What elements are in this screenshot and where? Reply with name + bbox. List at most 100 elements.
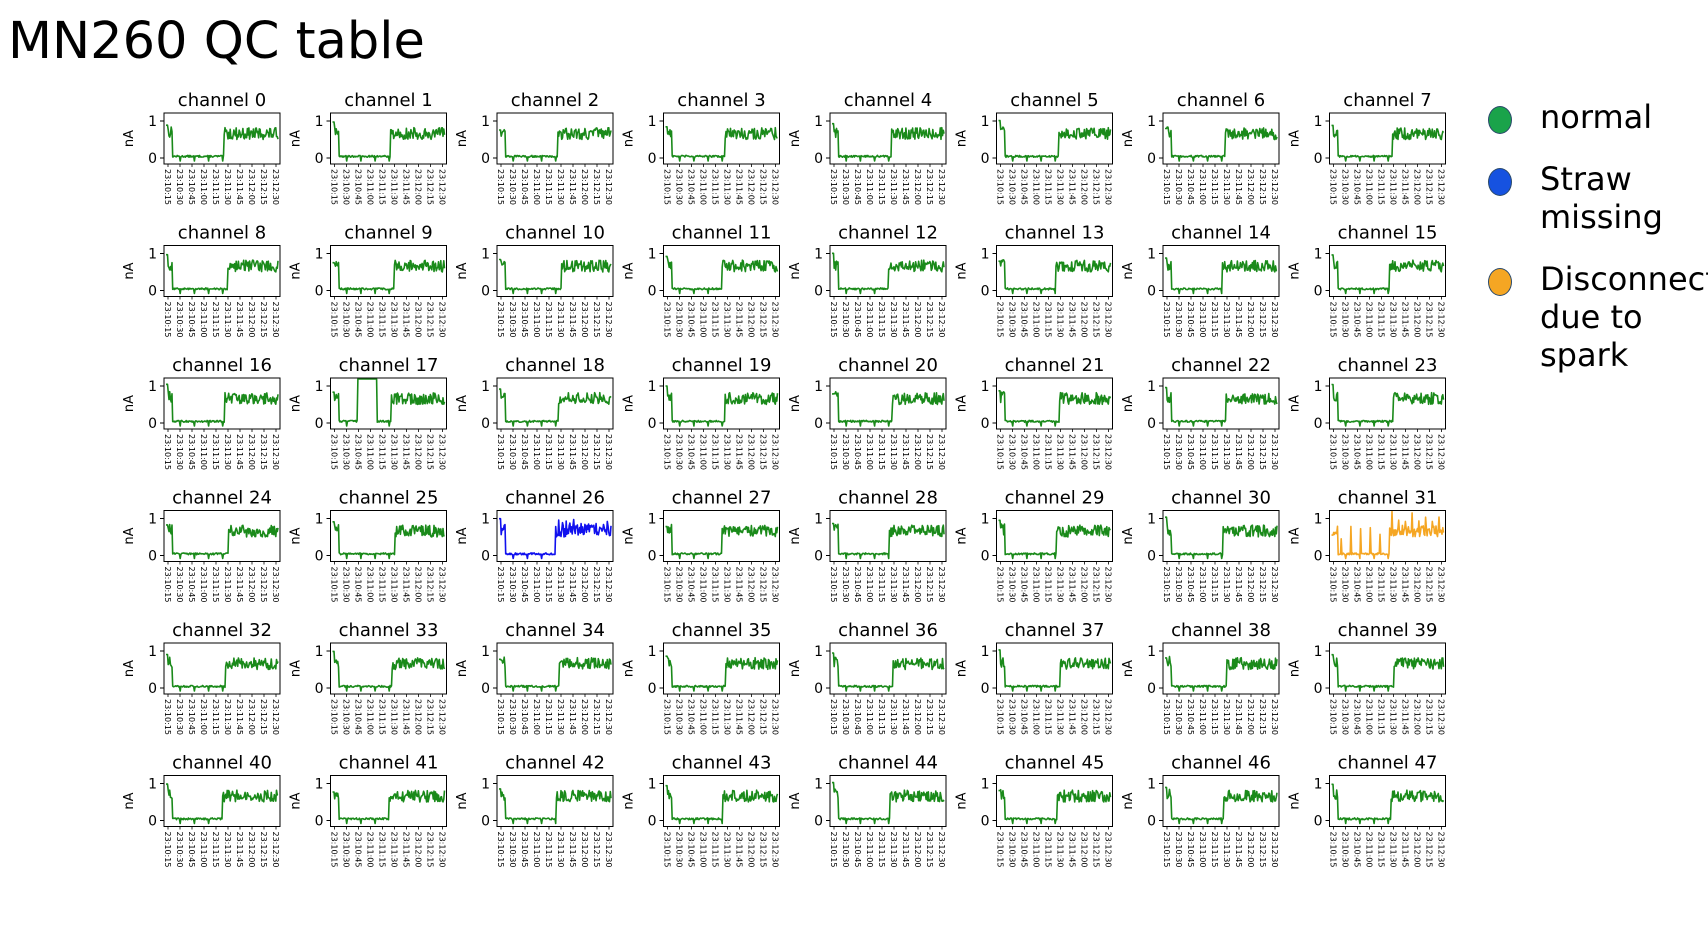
panel-title: channel 26	[505, 488, 605, 509]
x-tick-label: 23:11:15	[711, 699, 720, 735]
x-tick-label: 23:10:15	[163, 434, 172, 470]
x-tick-label: 23:10:30	[508, 699, 517, 735]
x-tick-label: 23:12:15	[426, 832, 435, 868]
x-tick-label: 23:12:15	[1425, 169, 1434, 205]
x-tick-label: 23:11:45	[1234, 832, 1243, 868]
y-tick-label: 0	[315, 681, 324, 697]
x-tick-label: 23:11:15	[544, 832, 553, 868]
x-tick-label: 23:11:45	[235, 302, 244, 338]
x-tick-label: 23:12:15	[1092, 169, 1101, 205]
x-tick-label: 23:12:15	[426, 567, 435, 603]
signal-line	[165, 783, 279, 825]
y-axis-label: nA	[622, 660, 637, 677]
y-tick-label: 1	[481, 379, 490, 395]
x-tick-label: 23:12:00	[414, 699, 423, 735]
signal-line	[1164, 655, 1278, 692]
x-tick-label: 23:11:15	[544, 169, 553, 205]
x-tick-label: 23:11:00	[366, 302, 375, 338]
x-tick-label: 23:11:15	[378, 434, 387, 470]
x-tick-label: 23:12:00	[1246, 832, 1255, 868]
x-tick-label: 23:11:45	[1401, 699, 1410, 735]
y-tick-label: 1	[315, 777, 324, 793]
signal-line	[1164, 516, 1278, 560]
plot-frame	[663, 510, 780, 562]
x-tick-label: 23:11:00	[865, 302, 874, 338]
x-tick-label: 23:12:30	[271, 169, 280, 205]
panel-title: channel 4	[844, 90, 932, 111]
x-tick-label: 23:12:00	[1413, 699, 1422, 735]
x-tick-label: 23:11:00	[1365, 434, 1374, 470]
x-tick-label: 23:12:00	[414, 169, 423, 205]
x-tick-label: 23:11:00	[1198, 832, 1207, 868]
panel-title: channel 3	[677, 90, 765, 111]
x-tick-label: 23:11:45	[402, 302, 411, 338]
x-tick-label: 23:10:15	[663, 169, 672, 205]
x-tick-label: 23:10:30	[342, 302, 351, 338]
x-tick-label: 23:11:45	[901, 567, 910, 603]
y-tick-label: 1	[315, 247, 324, 263]
legend-item-spark: Disconnect due to spark	[1488, 260, 1708, 374]
x-tick-label: 23:12:30	[438, 169, 447, 205]
x-tick-label: 23:10:15	[1329, 434, 1338, 470]
y-tick-label: 1	[648, 777, 657, 793]
x-tick-label: 23:11:30	[1389, 832, 1398, 868]
y-axis-label: nA	[1288, 792, 1303, 809]
x-tick-label: 23:10:15	[1329, 302, 1338, 338]
plot-frame	[996, 642, 1113, 695]
plot-frame	[330, 377, 447, 430]
signal-line	[332, 520, 445, 560]
y-tick-label: 1	[315, 512, 324, 528]
x-tick-label: 23:10:45	[853, 434, 862, 470]
x-tick-label: 23:11:00	[1032, 302, 1041, 338]
x-tick-label: 23:10:30	[1174, 567, 1183, 603]
x-tick-label: 23:12:15	[925, 567, 934, 603]
x-tick-label: 23:10:30	[1174, 302, 1183, 338]
x-tick-label: 23:10:30	[1008, 832, 1017, 868]
y-tick-label: 0	[1147, 681, 1156, 697]
x-tick-label: 23:10:45	[1353, 567, 1362, 603]
plot-frame	[496, 642, 614, 695]
x-tick-label: 23:10:15	[663, 302, 672, 338]
x-tick-label: 23:10:15	[663, 434, 672, 470]
x-tick-label: 23:11:15	[211, 699, 220, 735]
x-tick-label: 23:10:45	[853, 832, 862, 868]
x-tick-label: 23:11:30	[723, 832, 732, 868]
x-tick-label: 23:10:15	[996, 567, 1005, 603]
x-tick-label: 23:12:00	[1413, 832, 1422, 868]
x-tick-label: 23:12:30	[604, 699, 613, 735]
plot-frame	[496, 245, 614, 297]
x-tick-label: 23:11:00	[699, 832, 708, 868]
x-tick-label: 23:11:30	[223, 567, 232, 603]
y-axis-label: nA	[1288, 395, 1303, 412]
signal-line	[1331, 383, 1445, 427]
panel-title: channel 11	[672, 223, 772, 244]
y-tick-label: 1	[1314, 247, 1323, 263]
x-tick-label: 23:10:30	[342, 699, 351, 735]
x-tick-label: 23:11:45	[1068, 699, 1077, 735]
y-axis-label: nA	[289, 395, 304, 412]
y-tick-label: 0	[648, 284, 657, 300]
x-tick-label: 23:11:45	[901, 699, 910, 735]
x-tick-label: 23:11:30	[390, 567, 399, 603]
y-tick-label: 0	[981, 416, 990, 432]
x-tick-label: 23:10:30	[841, 699, 850, 735]
x-tick-label: 23:11:15	[211, 169, 220, 205]
y-tick-label: 0	[1314, 416, 1323, 432]
y-tick-label: 1	[1147, 644, 1156, 660]
y-axis-label: nA	[1121, 130, 1136, 147]
y-axis-label: nA	[788, 792, 803, 809]
y-axis-label: nA	[122, 130, 137, 147]
plot-frame	[163, 642, 281, 695]
x-tick-label: 23:10:15	[1329, 169, 1338, 205]
x-tick-label: 23:12:00	[913, 832, 922, 868]
y-tick-label: 1	[481, 247, 490, 263]
panel-title: channel 12	[838, 223, 938, 244]
x-tick-label: 23:12:00	[414, 434, 423, 470]
panel-title: channel 7	[1343, 90, 1431, 111]
